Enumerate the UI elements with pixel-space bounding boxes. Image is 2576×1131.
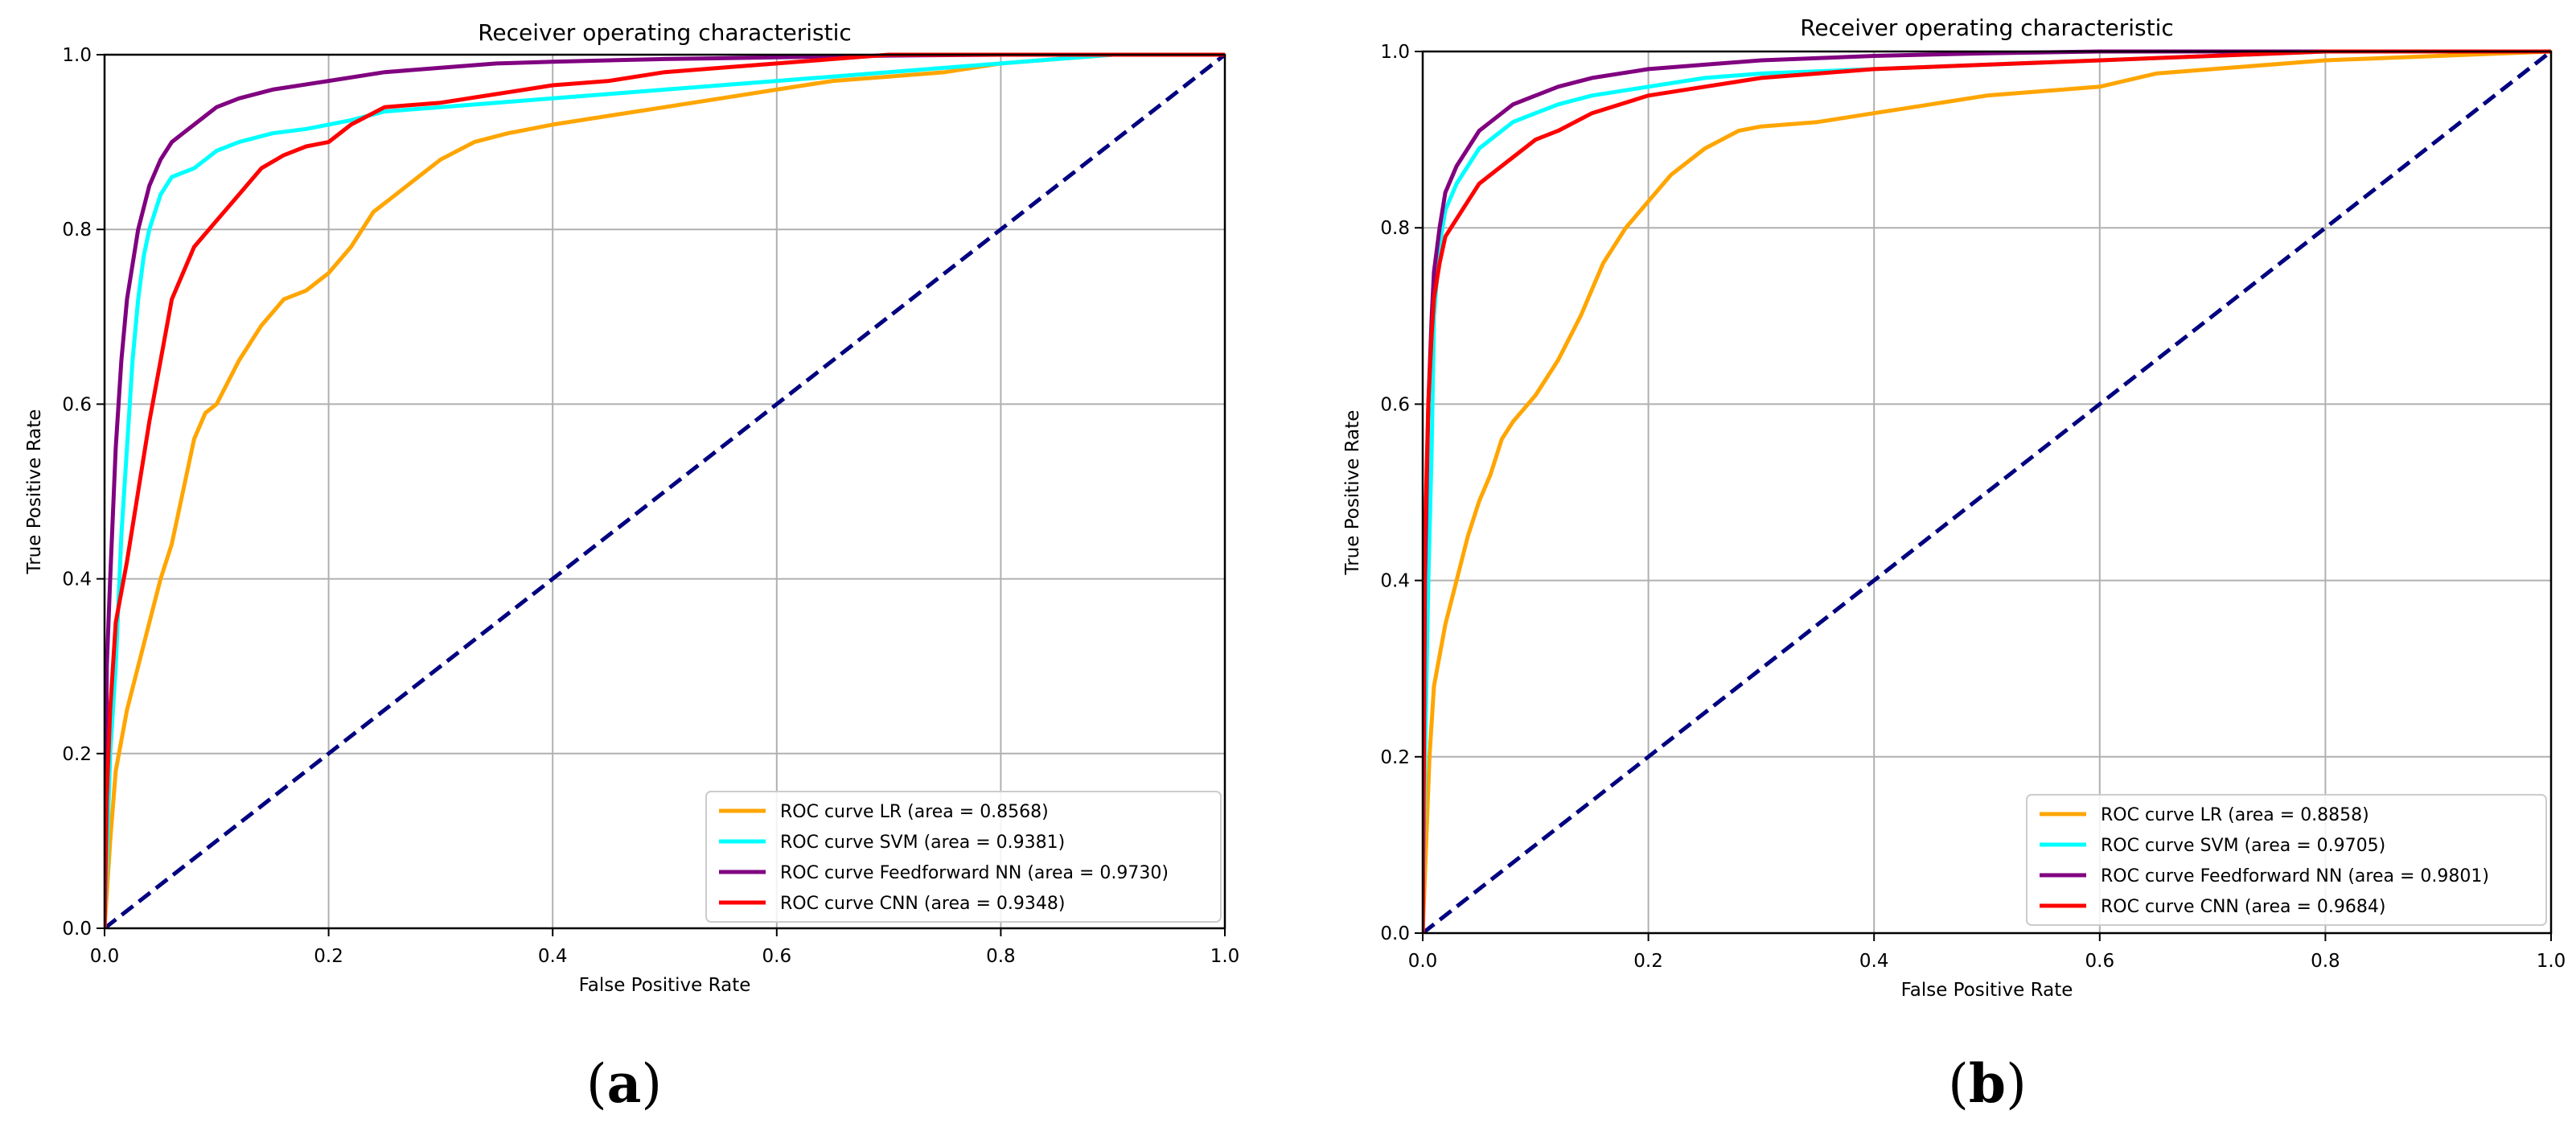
- y-axis-label: True Positive Rate: [24, 409, 45, 575]
- legend: ROC curve LR (area = 0.8858) ROC curve SV…: [2026, 794, 2547, 926]
- x-tick-label: 0.4: [538, 946, 568, 967]
- y-axis-label: True Positive Rate: [1342, 410, 1363, 576]
- legend-box: [2026, 794, 2547, 926]
- chance-diagonal-line: [105, 53, 1226, 928]
- y-tick-label: 0.0: [1380, 923, 1410, 944]
- y-tick-label: 0.8: [1380, 218, 1410, 239]
- panel-caption: (a): [586, 1052, 662, 1115]
- roc-curve-0: [105, 52, 1225, 928]
- x-tick-label: 0.6: [2085, 951, 2115, 972]
- plot-area: [1423, 51, 2551, 933]
- legend-entry: ROC curve Feedforward NN (area = 0.9730): [780, 863, 1169, 883]
- axes-frame: [103, 53, 1226, 930]
- x-tick-label: 1.0: [1210, 946, 1240, 967]
- legend-entry: ROC curve CNN (area = 0.9684): [2101, 897, 2385, 917]
- axes-frame: [1421, 50, 2553, 935]
- y-tick-label: 0.2: [62, 744, 92, 765]
- legend-entry: ROC curve SVM (area = 0.9705): [2101, 836, 2385, 856]
- x-tick-label: 1.0: [2537, 951, 2566, 972]
- y-tick-label: 0.4: [62, 570, 92, 590]
- panels: 0.0 0.2 0.4 0.6 0.8 1.0 0.0 0.2 0.4 0.6 0.8 1.0 Rece…: [24, 14, 2566, 1115]
- x-tick-label: 0.4: [1859, 951, 1889, 972]
- chart-panel-b: 0.0 0.2 0.4 0.6 0.8 1.0 0.0 0.2 0.4 0.6 0.8 1.0 Rece…: [1342, 14, 2566, 1115]
- x-axis-label: False Positive Rate: [1901, 980, 2073, 1001]
- y-tick-label: 0.2: [1380, 747, 1410, 768]
- y-tick-label: 0.0: [62, 919, 92, 940]
- legend-entry: ROC curve SVM (area = 0.9381): [780, 833, 1065, 853]
- panel-caption: (b): [1948, 1052, 2027, 1115]
- x-axis-label: False Positive Rate: [579, 975, 751, 996]
- y-tick-label: 1.0: [1380, 42, 1410, 63]
- y-tick-label: 0.6: [1380, 394, 1410, 415]
- chart-title: Receiver operating characteristic: [478, 19, 852, 46]
- y-tick-label: 1.0: [62, 45, 92, 66]
- y-tick-label: 0.8: [62, 220, 92, 241]
- x-tick-label: 0.0: [1408, 951, 1438, 972]
- x-tick-label: 0.2: [1633, 951, 1663, 972]
- y-tick-label: 0.6: [62, 394, 92, 415]
- chart-panel-a: 0.0 0.2 0.4 0.6 0.8 1.0 0.0 0.2 0.4 0.6 0.8 1.0 Rece…: [24, 19, 1239, 1115]
- x-tick-label: 0.0: [90, 946, 120, 967]
- legend-entry: ROC curve CNN (area = 0.9348): [780, 894, 1065, 914]
- legend-entry: ROC curve Feedforward NN (area = 0.9801): [2101, 866, 2489, 886]
- legend: ROC curve LR (area = 0.8568) ROC curve SV…: [705, 791, 1222, 923]
- x-tick-label: 0.6: [762, 946, 792, 967]
- legend-entry: ROC curve LR (area = 0.8568): [780, 802, 1049, 822]
- y-tick-label: 0.4: [1380, 571, 1410, 592]
- x-tick-label: 0.8: [2311, 951, 2340, 972]
- chart-title: Receiver operating characteristic: [1800, 14, 2174, 41]
- legend-entry: ROC curve LR (area = 0.8858): [2101, 805, 2369, 825]
- series-group: [105, 52, 1226, 928]
- x-tick-label: 0.8: [986, 946, 1016, 967]
- roc-curve-2: [105, 52, 1225, 928]
- roc-curve-3: [1423, 49, 2551, 933]
- roc-curve-1: [105, 52, 1225, 928]
- roc-curve-3: [105, 52, 1225, 928]
- roc-curve-0: [1423, 49, 2552, 933]
- x-tick-label: 0.2: [314, 946, 343, 967]
- legend-box: [705, 791, 1222, 923]
